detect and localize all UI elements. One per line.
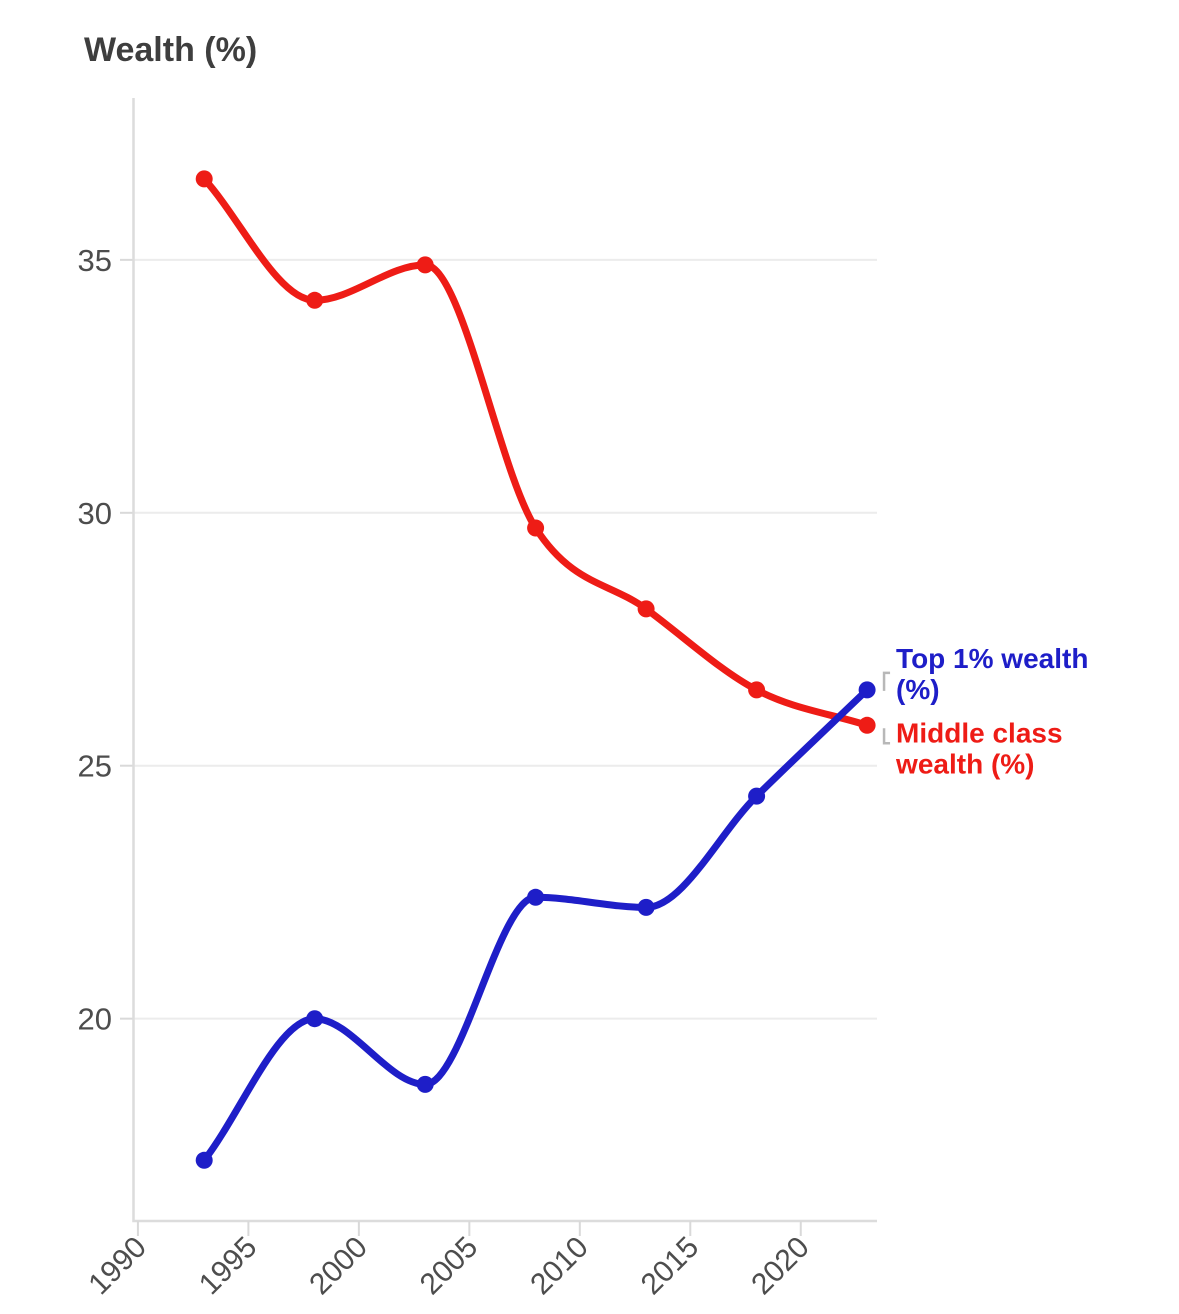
y-tick-label: 30 [78,496,112,531]
x-tick-label: 2020 [745,1231,816,1302]
series-point-top-1-wealth [748,787,766,805]
legend-label-line: (%) [896,674,940,705]
series-point-top-1-wealth [858,681,876,699]
series-point-middle-class-wealth [195,170,213,188]
series-point-middle-class-wealth [527,519,545,537]
y-tick-label: 20 [78,1002,112,1037]
series-point-top-1-wealth [416,1075,434,1093]
x-tick-label: 2010 [524,1231,595,1302]
series-point-top-1-wealth [195,1151,213,1169]
legend-connector-middle-class-wealth [882,728,891,745]
x-tick-label: 1990 [82,1231,153,1302]
series-line-top-1-wealth [200,686,871,1164]
series-point-middle-class-wealth [416,256,434,274]
legend-label-line: Top 1% wealth [896,643,1088,674]
legend-label-line: Middle class [896,717,1063,748]
series-point-middle-class-wealth [858,716,876,734]
x-tick-label: 2015 [635,1231,706,1302]
axis-frame [132,98,877,1223]
x-tick-label: 2005 [414,1231,485,1302]
series-point-middle-class-wealth [306,291,324,309]
legend-label-top-1-wealth: Top 1% wealth (%) [896,643,1088,705]
series-point-middle-class-wealth [748,681,766,699]
series-point-top-1-wealth [637,898,655,916]
x-tick-label: 1995 [193,1231,264,1302]
series-point-top-1-wealth [306,1010,324,1028]
y-tick-label: 25 [78,749,112,784]
series-point-top-1-wealth [527,888,545,906]
legend-label-line: wealth (%) [895,748,1034,779]
x-tick-label: 2000 [303,1231,374,1302]
series-point-middle-class-wealth [637,600,655,618]
chart-title: Wealth (%) [84,31,258,69]
y-tick-label: 35 [78,243,112,278]
legend-connector-top-1-wealth [882,671,891,691]
legend-label-middle-class-wealth: Middle class wealth (%) [895,717,1063,779]
